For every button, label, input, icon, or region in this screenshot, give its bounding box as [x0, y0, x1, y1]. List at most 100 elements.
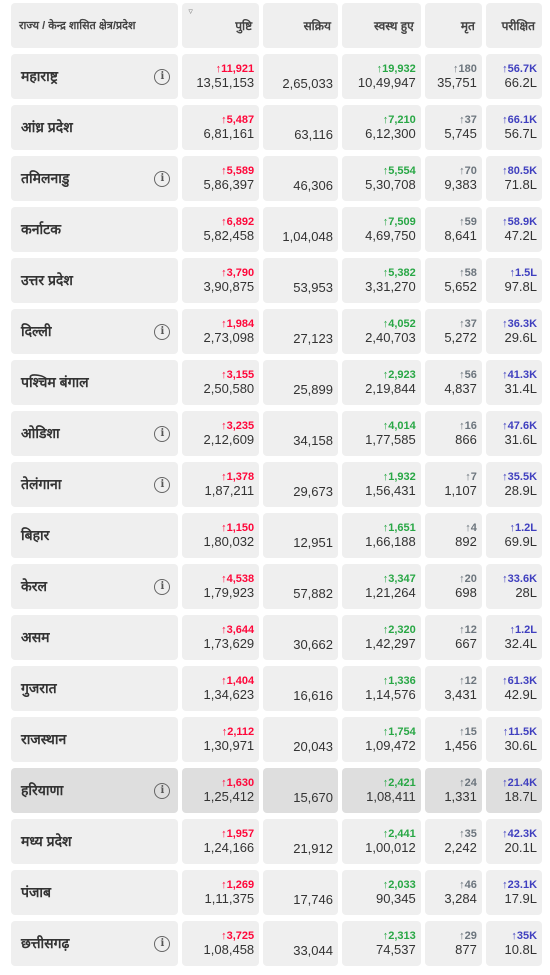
recovered-cell: ↑2,441 1,00,012: [341, 819, 421, 864]
active-cell: 34,158: [263, 411, 338, 456]
recovered-cell: ↑2,421 1,08,411: [341, 768, 421, 813]
tested-cell: ↑35.5K 28.9L: [485, 462, 543, 507]
state-name-cell[interactable]: उत्तर प्रदेश: [11, 258, 179, 303]
state-name-cell[interactable]: असम: [11, 615, 179, 660]
table-row[interactable]: बिहार ↑1,150 1,80,032 12,951 ↑1,651 1,66,188 ↑…: [9, 510, 544, 561]
tested-total: 18.7L: [504, 789, 538, 804]
info-icon[interactable]: i: [154, 578, 171, 595]
state-name-cell[interactable]: ओडिशा i: [11, 411, 179, 456]
recovered-total: 1,77,585: [365, 432, 416, 447]
recovered-total: 2,40,703: [365, 330, 416, 345]
info-icon[interactable]: i: [154, 68, 171, 85]
table-row[interactable]: मध्य प्रदेश ↑1,957 1,24,166 21,912 ↑2,441 1,0…: [9, 816, 544, 867]
info-icon[interactable]: i: [154, 425, 171, 442]
table-row[interactable]: उत्तर प्रदेश ↑3,790 3,90,875 53,953 ↑5,382 3,…: [9, 255, 544, 306]
table-row[interactable]: छत्तीसगढ़ i ↑3,725 1,08,458 33,044 ↑2,313 74,5…: [9, 918, 544, 969]
confirmed-delta: ↑6,892: [221, 216, 255, 228]
tested-cell: ↑58.9K 47.2L: [485, 207, 543, 252]
state-name-cell[interactable]: पंजाब: [11, 870, 179, 915]
table-row[interactable]: कर्नाटक ↑6,892 5,82,458 1,04,048 ↑7,509 4,69,…: [9, 204, 544, 255]
table-row[interactable]: पंजाब ↑1,269 1,11,375 17,746 ↑2,033 90,345 ↑46…: [9, 867, 544, 918]
info-icon[interactable]: i: [154, 476, 171, 493]
info-icon[interactable]: i: [154, 170, 171, 187]
table-row[interactable]: महाराष्ट्र i ↑11,921 13,51,153 2,65,033 ↑19,9…: [9, 51, 544, 102]
table-row[interactable]: दिल्ली i ↑1,984 2,73,098 27,123 ↑4,052 2,40,70…: [9, 306, 544, 357]
recovered-delta: ↑4,014: [382, 420, 416, 432]
table-row[interactable]: गुजरात ↑1,404 1,34,623 16,616 ↑1,336 1,14,576…: [9, 663, 544, 714]
deceased-delta: ↑37: [459, 114, 477, 126]
header-active[interactable]: सक्रिय: [263, 3, 338, 48]
deceased-delta: ↑70: [459, 165, 477, 177]
state-name: कर्नाटक: [21, 221, 61, 237]
state-name-cell[interactable]: गुजरात: [11, 666, 179, 711]
recovered-total: 90,345: [375, 891, 416, 906]
state-name-cell[interactable]: आंध्र प्रदेश: [11, 105, 179, 150]
recovered-total: 1,56,431: [365, 483, 416, 498]
state-name-cell[interactable]: मध्य प्रदेश: [11, 819, 179, 864]
info-icon[interactable]: i: [154, 935, 171, 952]
table-row[interactable]: पश्चिम बंगाल ↑3,155 2,50,580 25,899 ↑2,923 2,…: [9, 357, 544, 408]
table-row[interactable]: ओडिशा i ↑3,235 2,12,609 34,158 ↑4,014 1,77,585…: [9, 408, 544, 459]
info-icon[interactable]: i: [154, 782, 171, 799]
header-confirmed[interactable]: ▿ पुष्टि: [182, 3, 260, 48]
deceased-cell: ↑7 1,107: [424, 462, 482, 507]
active-cell: 16,616: [263, 666, 338, 711]
tested-cell: ↑35K 10.8L: [485, 921, 543, 966]
recovered-delta: ↑7,509: [382, 216, 416, 228]
recovered-total: 6,12,300: [365, 126, 416, 141]
tested-delta: ↑56.7K: [502, 63, 538, 75]
recovered-delta: ↑5,554: [382, 165, 416, 177]
header-state[interactable]: राज्य / केन्द्र शासित क्षेत्र/प्रदेश: [11, 3, 179, 48]
state-name-cell[interactable]: छत्तीसगढ़ i: [11, 921, 179, 966]
table-row[interactable]: तमिलनाडु i ↑5,589 5,86,397 46,306 ↑5,554 5,30,…: [9, 153, 544, 204]
confirmed-total: 3,90,875: [203, 279, 255, 294]
tested-total: 42.9L: [504, 687, 538, 702]
active-total: 17,746: [293, 892, 333, 907]
active-cell: 1,04,048: [263, 207, 338, 252]
header-tested[interactable]: परीक्षित: [485, 3, 542, 48]
table-row[interactable]: आंध्र प्रदेश ↑5,487 6,81,161 63,116 ↑7,210 6,…: [9, 102, 544, 153]
active-total: 46,306: [293, 178, 333, 193]
deceased-cell: ↑20 698: [424, 564, 482, 609]
recovered-delta: ↑1,932: [382, 471, 416, 483]
recovered-delta: ↑2,441: [382, 828, 416, 840]
deceased-total: 5,652: [444, 279, 477, 294]
active-total: 29,673: [293, 484, 333, 499]
recovered-total: 1,08,411: [366, 789, 416, 804]
state-name-cell[interactable]: दिल्ली i: [11, 309, 179, 354]
confirmed-delta: ↑1,957: [221, 828, 255, 840]
deceased-total: 866: [455, 432, 477, 447]
deceased-cell: ↑37 5,745: [424, 105, 482, 150]
state-name-cell[interactable]: बिहार: [11, 513, 179, 558]
state-name-cell[interactable]: हरियाणा i: [11, 768, 179, 813]
table-row[interactable]: तेलंगाना i ↑1,378 1,87,211 29,673 ↑1,932 1,56,…: [9, 459, 544, 510]
state-name-cell[interactable]: केरल i: [11, 564, 179, 609]
header-deceased[interactable]: मृत: [424, 3, 482, 48]
state-name-cell[interactable]: पश्चिम बंगाल: [11, 360, 179, 405]
tested-cell: ↑33.6K 28L: [485, 564, 543, 609]
deceased-total: 1,331: [444, 789, 477, 804]
header-recovered[interactable]: स्वस्थ हुए: [341, 3, 421, 48]
recovered-total: 1,21,264: [365, 585, 416, 600]
table-row[interactable]: असम ↑3,644 1,73,629 30,662 ↑2,320 1,42,297 ↑12…: [9, 612, 544, 663]
state-name: तेलंगाना: [21, 476, 62, 492]
state-name: राजस्थान: [21, 731, 67, 747]
deceased-cell: ↑58 5,652: [424, 258, 482, 303]
confirmed-delta: ↑1,378: [221, 471, 255, 483]
info-icon[interactable]: i: [154, 323, 171, 340]
recovered-delta: ↑2,033: [382, 879, 416, 891]
table-row[interactable]: राजस्थान ↑2,112 1,30,971 20,043 ↑1,754 1,09,4…: [9, 714, 544, 765]
recovered-total: 5,30,708: [365, 177, 416, 192]
state-name-cell[interactable]: तेलंगाना i: [11, 462, 179, 507]
tested-cell: ↑66.1K 56.7L: [485, 105, 543, 150]
table-row[interactable]: हरियाणा i ↑1,630 1,25,412 15,670 ↑2,421 1,08,4…: [9, 765, 544, 816]
table-row[interactable]: केरल i ↑4,538 1,79,923 57,882 ↑3,347 1,21,264 ↑…: [9, 561, 544, 612]
active-total: 12,951: [293, 535, 333, 550]
tested-cell: ↑21.4K 18.7L: [485, 768, 543, 813]
state-name-cell[interactable]: कर्नाटक: [11, 207, 179, 252]
state-name-cell[interactable]: तमिलनाडु i: [11, 156, 179, 201]
state-name-cell[interactable]: महाराष्ट्र i: [11, 54, 179, 99]
tested-delta: ↑66.1K: [502, 114, 538, 126]
recovered-cell: ↑2,320 1,42,297: [341, 615, 421, 660]
state-name-cell[interactable]: राजस्थान: [11, 717, 179, 762]
